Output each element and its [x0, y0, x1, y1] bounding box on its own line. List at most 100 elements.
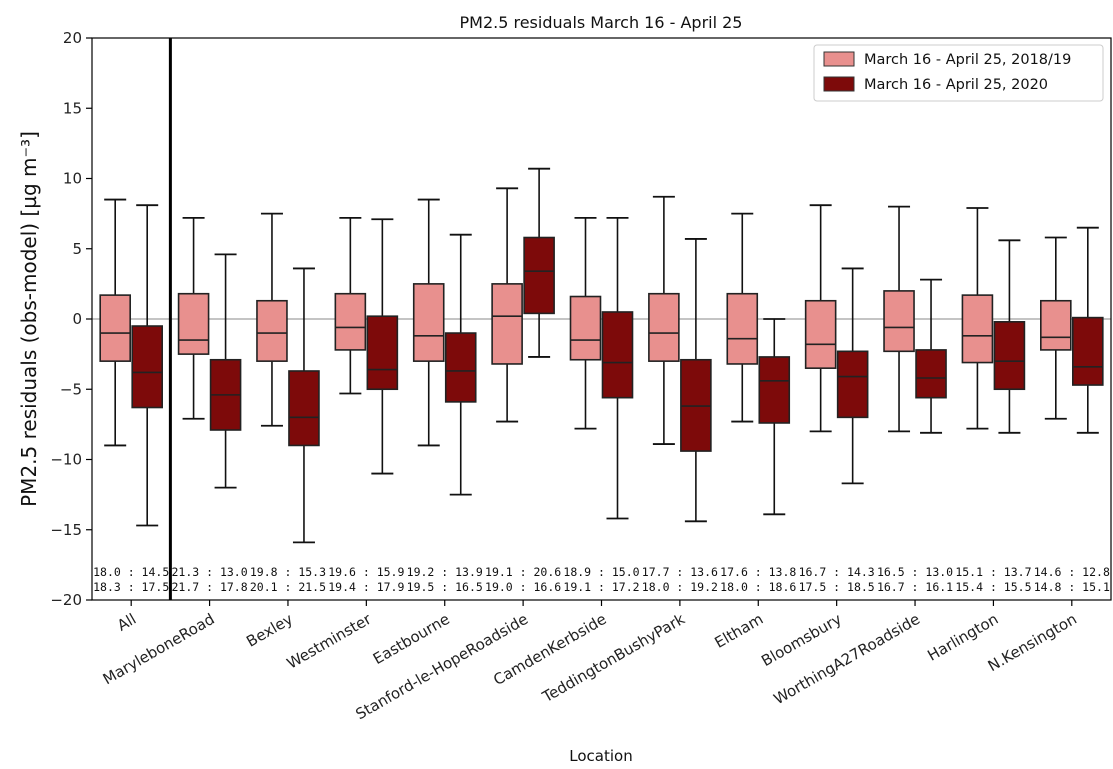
box-Harlington-series-1: [993, 239, 1026, 434]
box-Eltham-series-1: [758, 318, 791, 516]
stat-annotation-row2: 17.5 : 18.5: [799, 580, 875, 594]
x-tick-label: Westminster: [284, 609, 375, 672]
iqr-box: [1040, 299, 1072, 351]
box-TeddingtonBushyPark-series-0: [648, 195, 680, 445]
y-axis-label: PM2.5 residuals (obs-model) [µg m⁻³]: [17, 131, 41, 507]
stat-annotation-row1: 19.1 : 20.6: [485, 565, 561, 579]
x-tick-label: WorthingA27Roadside: [771, 610, 923, 708]
legend-label-series-0: March 16 - April 25, 2018/19: [864, 52, 1071, 68]
iqr-box: [412, 283, 445, 362]
box-Westminster-series-1: [366, 218, 399, 475]
box-Harlington-series-0: [961, 207, 994, 430]
iqr-box: [883, 290, 915, 353]
stat-annotation-row1: 17.7 : 13.6: [642, 565, 718, 579]
box-Eastbourne-series-1: [444, 233, 477, 496]
box-MaryleboneRoad-series-0: [177, 216, 210, 420]
stat-annotation-row1: 16.5 : 13.0: [877, 565, 953, 579]
iqr-box: [99, 294, 131, 362]
stat-annotation-row1: 15.1 : 13.7: [955, 565, 1031, 579]
stat-annotation-row2: 19.5 : 16.5: [407, 580, 483, 594]
iqr-box: [648, 292, 680, 362]
x-tick-label: All: [114, 610, 139, 635]
iqr-box: [601, 311, 634, 399]
y-tick-label: −20: [50, 591, 82, 609]
legend-label-series-1: March 16 - April 25, 2020: [864, 77, 1048, 93]
y-axis: −20 −15 −10 −5 0 5 10 15 20: [50, 29, 92, 609]
legend-frame: [813, 44, 1104, 102]
stat-annotation-row1: 21.3 : 13.0: [171, 565, 247, 579]
iqr-box: [256, 299, 288, 362]
x-axis-label: Location: [569, 747, 632, 765]
stat-annotation-row1: 19.2 : 13.9: [407, 565, 483, 579]
stat-annotation-row2: 18.0 : 19.2: [642, 580, 718, 594]
stat-annotation-row1: 16.7 : 14.3: [799, 565, 875, 579]
x-tick-label: TeddingtonBushyPark: [539, 610, 689, 707]
iqr-box: [804, 299, 837, 369]
box-CamdenKerbside-series-0: [569, 216, 602, 430]
y-tick-label: 20: [63, 29, 82, 47]
box-layer: [99, 167, 1104, 544]
stat-annotation-row2: 18.0 : 18.6: [720, 580, 796, 594]
iqr-box: [758, 356, 791, 424]
box-All-series-1: [131, 204, 163, 527]
stat-annotation-row1: 19.6 : 15.9: [328, 565, 404, 579]
box-Bexley-series-0: [256, 212, 288, 427]
box-N.Kensington-series-1: [1072, 226, 1104, 434]
box-Eastbourne-series-0: [412, 198, 445, 447]
box-TeddingtonBushyPark-series-1: [680, 238, 712, 523]
stat-annotation-row1: 14.6 : 12.8: [1034, 565, 1110, 579]
stat-annotation-row1: 19.8 : 15.3: [250, 565, 326, 579]
box-N.Kensington-series-0: [1040, 236, 1072, 420]
y-tick-label: −10: [50, 451, 82, 469]
iqr-box: [569, 295, 602, 361]
stat-annotation-row1: 18.9 : 15.0: [563, 565, 639, 579]
iqr-box: [366, 315, 399, 391]
iqr-box: [523, 236, 555, 315]
stat-annotation-row2: 19.0 : 16.6: [485, 580, 561, 594]
legend-swatch-series-0: [823, 51, 855, 67]
box-Westminster-series-0: [334, 216, 367, 395]
box-Eltham-series-0: [726, 212, 759, 423]
iqr-box: [444, 332, 477, 403]
iqr-box: [993, 321, 1026, 391]
iqr-box: [915, 349, 947, 399]
box-Stanford-le-HopeRoadside-series-1: [523, 167, 555, 358]
iqr-box: [1072, 316, 1104, 386]
y-tick-label: 0: [72, 310, 82, 328]
stat-annotation-row2: 18.3 : 17.5: [93, 580, 169, 594]
stat-annotation-row2: 14.8 : 15.1: [1034, 580, 1110, 594]
stat-annotation-row2: 16.7 : 16.1: [877, 580, 953, 594]
iqr-box: [288, 370, 320, 447]
stat-annotation-row2: 20.1 : 21.5: [250, 580, 326, 594]
box-CamdenKerbside-series-1: [601, 216, 634, 520]
box-MaryleboneRoad-series-1: [209, 253, 242, 489]
chart-title: PM2.5 residuals March 16 - April 25: [460, 13, 743, 32]
stat-annotation-row1: 18.0 : 14.5: [93, 565, 169, 579]
iqr-box: [836, 350, 869, 419]
stat-annotation-row2: 19.1 : 17.2: [563, 580, 639, 594]
x-tick-label: N.Kensington: [985, 610, 1080, 675]
stat-annotation-row2: 15.4 : 15.5: [955, 580, 1031, 594]
annotation-layer: 18.0 : 14.5 21.3 : 13.0 19.8 : 15.3 19.6 : …: [93, 565, 1110, 594]
y-tick-label: 15: [63, 99, 82, 117]
stat-annotation-row2: 19.4 : 17.9: [328, 580, 404, 594]
box-Stanford-le-HopeRoadside-series-0: [491, 187, 523, 423]
x-tick-label: Bexley: [243, 610, 296, 651]
iqr-box: [131, 325, 163, 409]
y-tick-label: −15: [50, 521, 82, 539]
y-tick-label: 10: [63, 170, 82, 188]
y-tick-label: −5: [60, 380, 82, 398]
iqr-box: [961, 294, 994, 364]
iqr-box: [491, 283, 523, 365]
box-All-series-0: [99, 198, 131, 447]
box-WorthingA27Roadside-series-0: [883, 205, 915, 433]
box-Bloomsbury-series-1: [836, 267, 869, 485]
stat-annotation-row1: 17.6 : 13.8: [720, 565, 796, 579]
box-Bloomsbury-series-0: [804, 204, 837, 433]
legend-swatch-series-1: [823, 76, 855, 92]
legend: March 16 - April 25, 2018/19 March 16 - …: [813, 44, 1104, 102]
iqr-box: [334, 292, 367, 351]
y-tick-label: 5: [72, 240, 82, 258]
